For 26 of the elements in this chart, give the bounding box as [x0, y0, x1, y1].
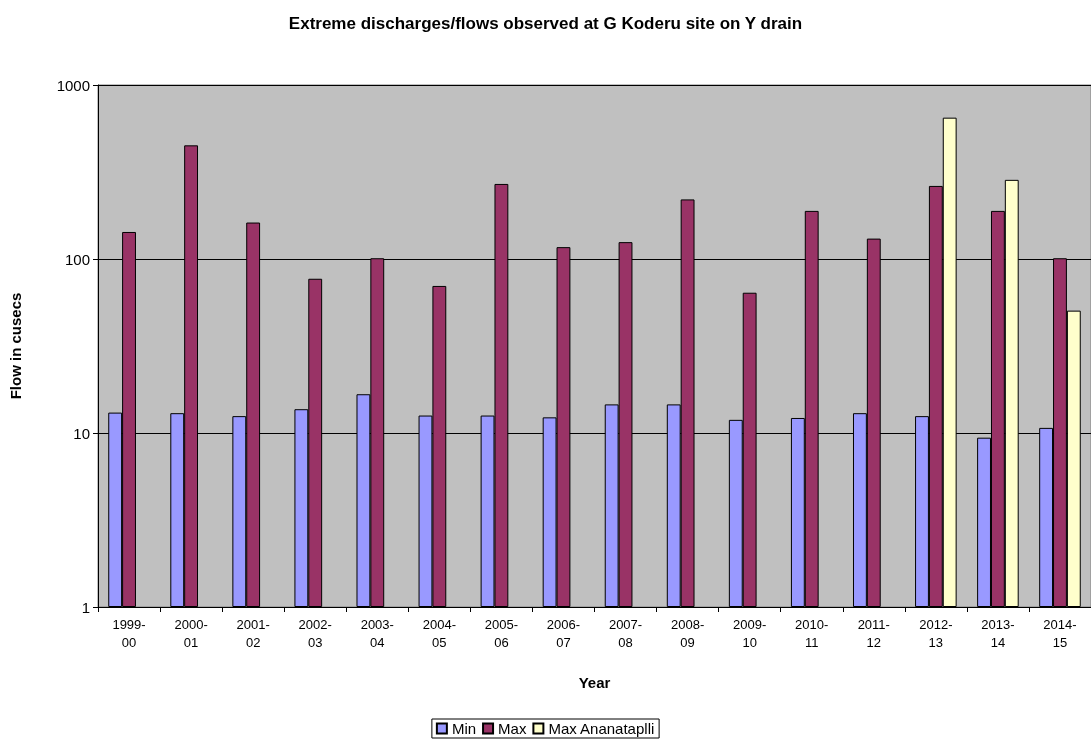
y-tick-label: 10 — [73, 424, 90, 442]
chart-title: Extreme discharges/flows observed at G Koderu site on Y drain — [288, 14, 803, 33]
x-tick-label: 2008-09 — [670, 616, 705, 650]
legend-label: Min — [451, 720, 477, 737]
x-tick-label: 2000-01 — [174, 616, 208, 650]
x-tick-label: 2010-11 — [795, 616, 829, 650]
y-tick-label: 1 — [81, 598, 90, 616]
x-tick-label: 1999-00 — [112, 616, 146, 650]
x-tick-label: 2009-10 — [733, 616, 767, 650]
x-tick-label: 2014-15 — [1043, 616, 1077, 650]
legend-label: Max — [498, 720, 527, 737]
x-tick-label: 2004-05 — [422, 616, 456, 650]
y-tick-label: 1000 — [56, 76, 90, 94]
x-tick-label: 2005-06 — [484, 616, 519, 650]
x-tick-label: 2012-13 — [919, 616, 953, 650]
x-axis-title: Year — [578, 674, 611, 691]
x-tick-label: 2003-04 — [360, 616, 394, 650]
x-tick-label: 2011-12 — [857, 616, 890, 650]
y-tick-label: 100 — [64, 250, 90, 268]
x-tick-label: 2001-02 — [236, 616, 270, 650]
x-tick-label: 2002-03 — [298, 616, 332, 650]
x-tick-label: 2006-07 — [546, 616, 581, 650]
x-tick-label: 2013-14 — [981, 616, 1015, 650]
x-tick-label: 2007-08 — [608, 616, 643, 650]
legend-label: Max Ananataplli — [548, 720, 655, 737]
y-axis-title: Flow in cusecs — [7, 292, 24, 400]
